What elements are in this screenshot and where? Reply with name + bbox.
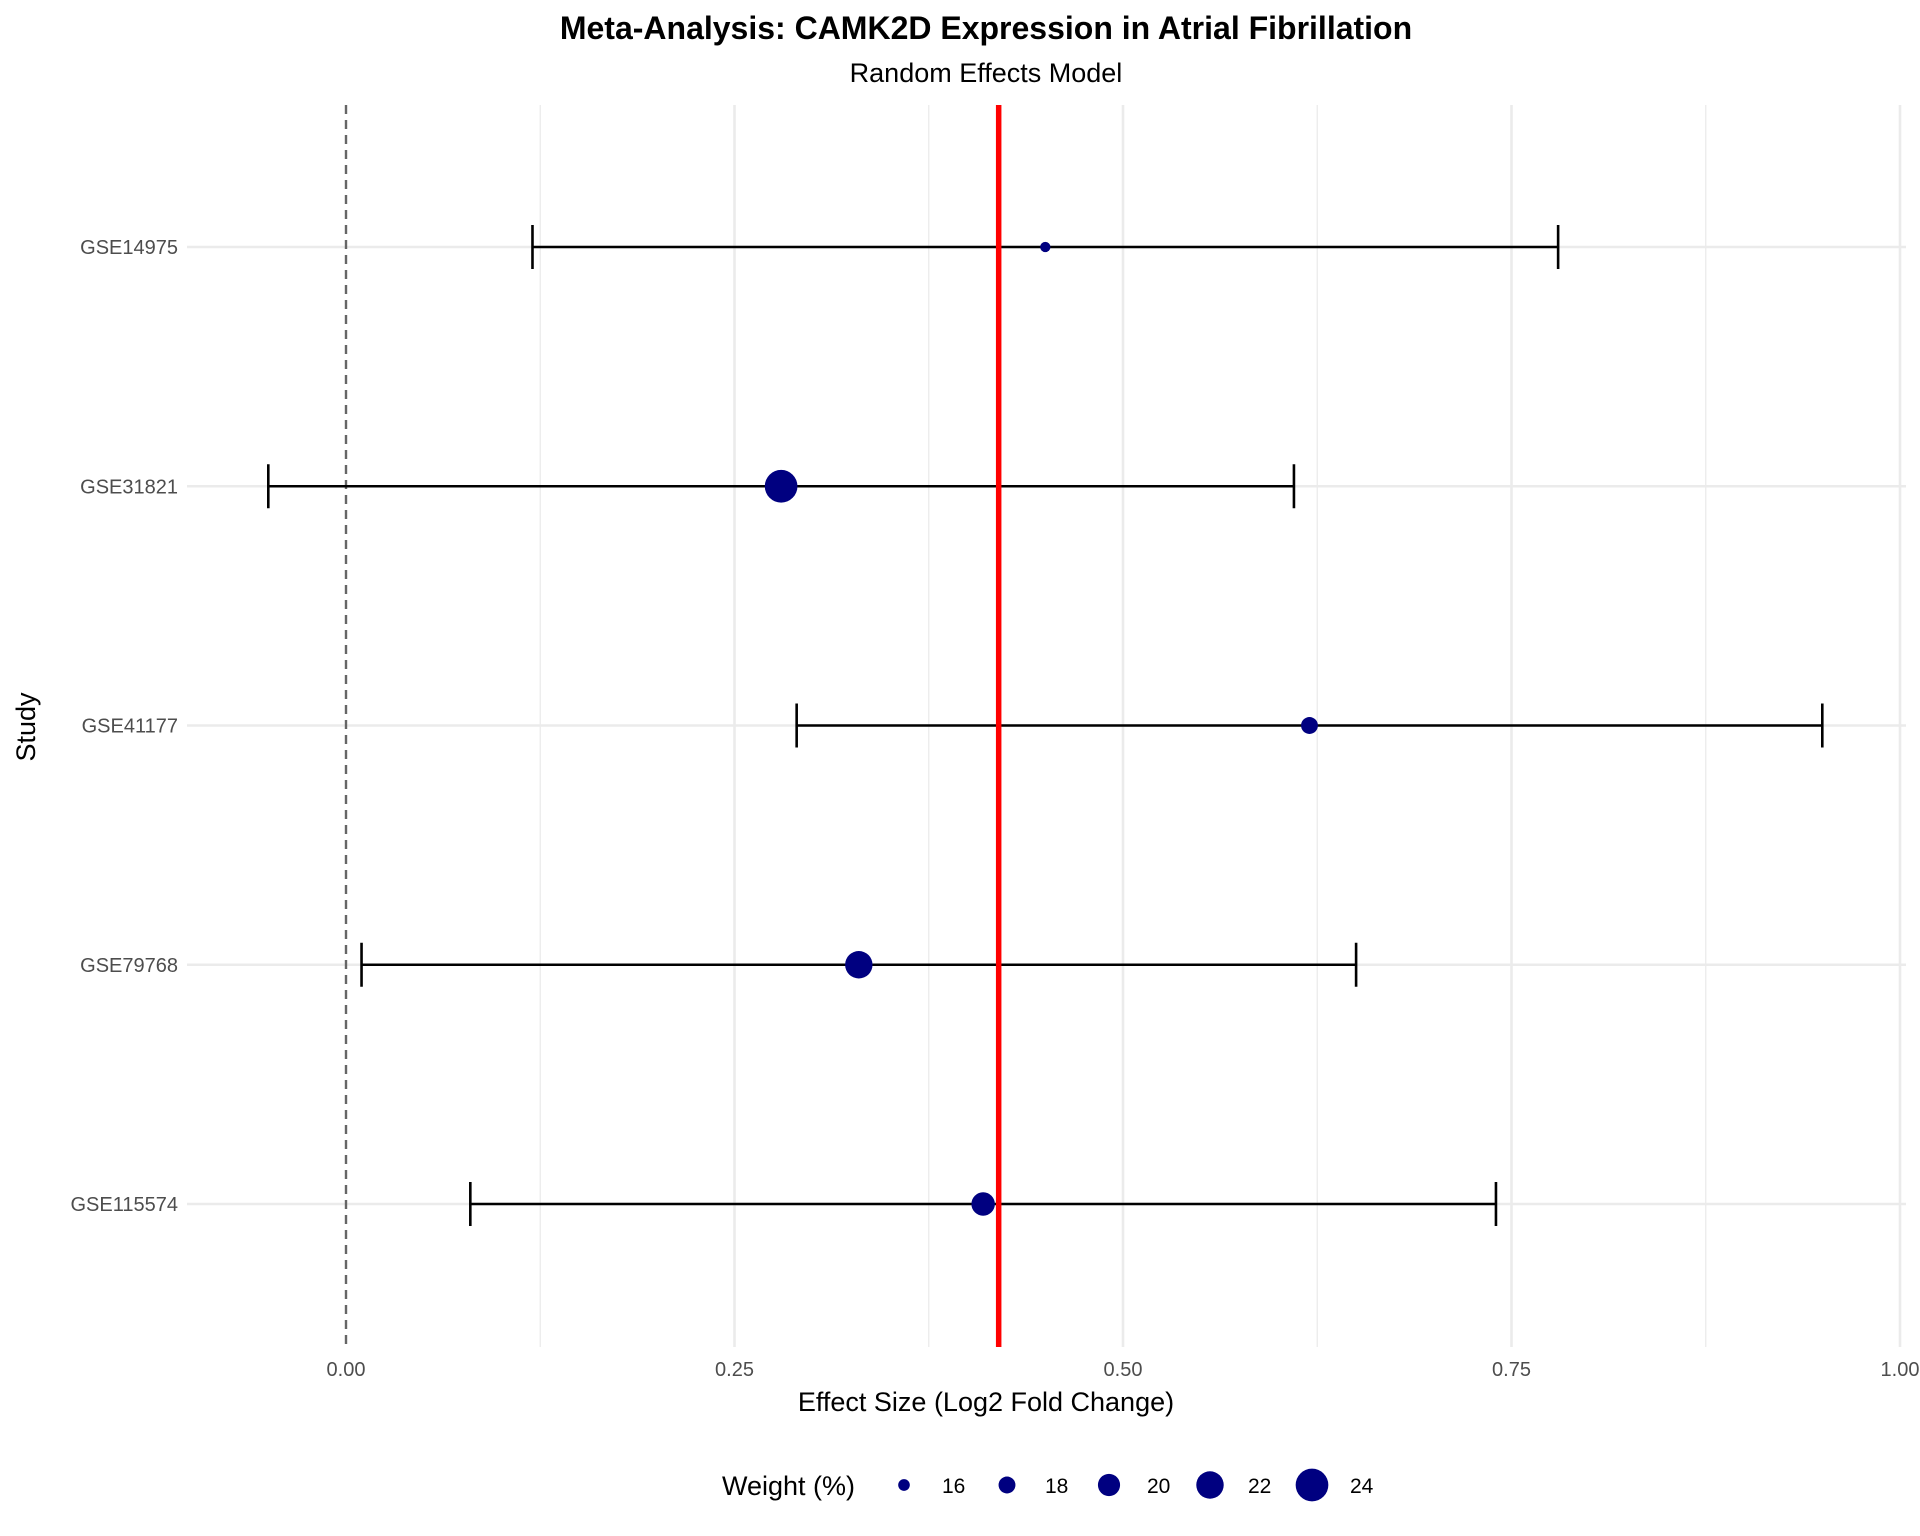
y-tick-label: GSE14975 <box>80 237 178 259</box>
x-tick-label: 0.50 <box>1104 1359 1143 1381</box>
legend-key <box>1295 1468 1329 1502</box>
y-tick-label: GSE31821 <box>80 476 178 498</box>
legend-title: Weight (%) <box>722 1471 855 1501</box>
x-tick-label: 0.75 <box>1492 1359 1531 1381</box>
legend-label: 16 <box>942 1475 965 1498</box>
x-tick-label: 0.00 <box>327 1359 366 1381</box>
chart-title: Meta-Analysis: CAMK2D Expression in Atri… <box>560 10 1412 46</box>
y-tick-label: GSE41177 <box>82 716 178 738</box>
effect-point <box>845 951 873 979</box>
effect-point <box>971 1192 995 1216</box>
legend-key <box>1097 1473 1121 1497</box>
x-tick-label: 1.00 <box>1881 1359 1920 1381</box>
x-tick-label: 0.25 <box>715 1359 754 1381</box>
legend-label: 20 <box>1147 1475 1170 1498</box>
legend-label: 24 <box>1350 1475 1374 1498</box>
legend-key <box>1196 1471 1224 1499</box>
y-axis-title: Study <box>11 692 41 762</box>
legend-label: 22 <box>1248 1475 1271 1498</box>
effect-point <box>1301 717 1318 734</box>
plot-area: GSE14975 GSE31821 GSE41177 GSE79768 GSE11557… <box>71 105 1920 1381</box>
y-tick-label: GSE115574 <box>71 1194 179 1216</box>
legend-label: 18 <box>1045 1475 1068 1498</box>
legend-key <box>998 1476 1016 1494</box>
x-axis-title: Effect Size (Log2 Fold Change) <box>798 1387 1174 1417</box>
legend: Weight (%) 16 18 20 22 24 <box>722 1468 1374 1502</box>
legend-key <box>898 1479 910 1491</box>
chart-subtitle: Random Effects Model <box>850 58 1123 88</box>
effect-point <box>764 469 798 503</box>
effect-point <box>1040 241 1051 253</box>
y-tick-label: GSE79768 <box>80 955 178 977</box>
